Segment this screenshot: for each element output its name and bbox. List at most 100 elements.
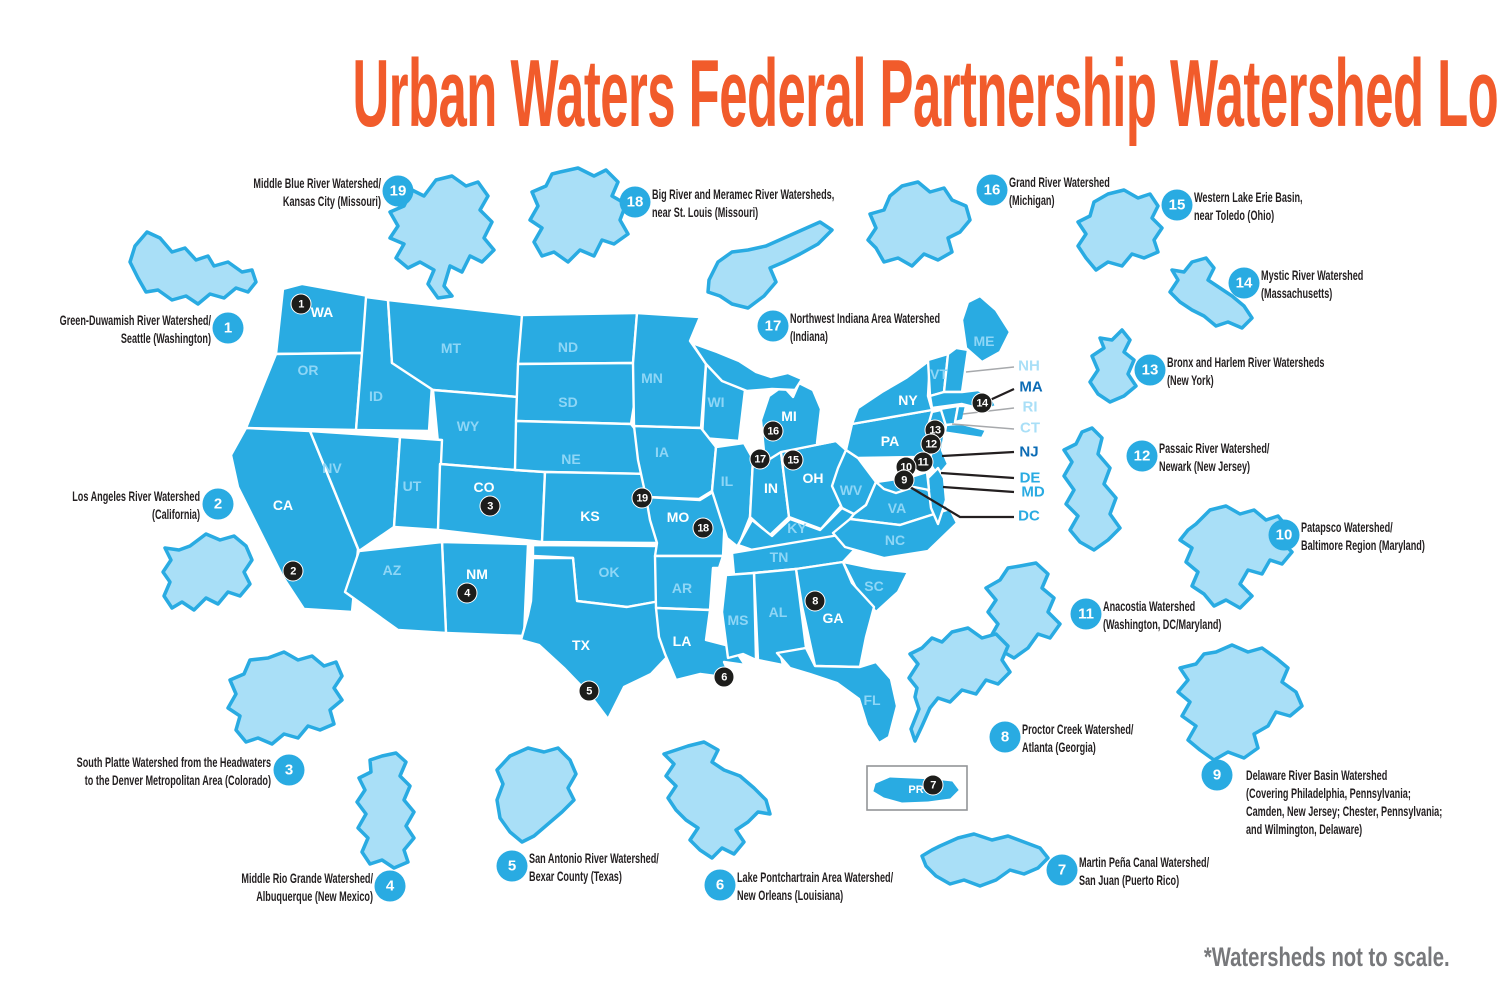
callout-17-label: Northwest Indiana Area Watershed (Indian… — [790, 310, 941, 344]
state-label-tn: TN — [769, 549, 789, 565]
callout-3-circle: 3 — [273, 754, 305, 786]
callout-15-label: Western Lake Erie Basin, near Toledo (Oh… — [1194, 189, 1303, 223]
watershed-shape-12 — [1062, 426, 1122, 552]
watershed-shape-14 — [1168, 256, 1254, 330]
state-az — [343, 540, 448, 635]
state-label-in: IN — [764, 480, 778, 496]
state-label-il: IL — [720, 473, 734, 489]
callout-13-label: Bronx and Harlem River Watersheds (New Y… — [1167, 354, 1325, 388]
map-marker-1: 1 — [290, 293, 312, 315]
map-marker-7: 7 — [922, 774, 944, 796]
state-label-wi: WI — [707, 394, 725, 410]
outside-label-nh: NH — [1018, 357, 1040, 375]
state-label-mi: MI — [781, 408, 797, 424]
callout-10-label: Patapsco Watershed/ Baltimore Region (Ma… — [1301, 519, 1425, 553]
state-label-ms: MS — [727, 612, 749, 628]
callout-12-circle: 12 — [1126, 440, 1158, 472]
callout-5-label: San Antonio River Watershed/ Bexar Count… — [529, 850, 659, 884]
outside-label-ri: RI — [1022, 398, 1038, 416]
outside-label-de: DE — [1019, 469, 1041, 487]
callout-19-circle: 19 — [382, 175, 414, 207]
state-label-ia: IA — [655, 444, 669, 460]
us-states — [229, 282, 1012, 745]
state-me — [960, 294, 1012, 364]
callout-3-label: South Platte Watershed from the Headwate… — [76, 754, 271, 788]
state-label-ar: AR — [671, 580, 693, 596]
callout-1-label: Green-Duwamish River Watershed/ Seattle … — [59, 312, 211, 346]
callout-6-circle: 6 — [704, 869, 736, 901]
state-label-nm: NM — [466, 566, 488, 582]
watershed-shape-19 — [388, 174, 496, 300]
state-ga — [794, 560, 876, 669]
state-label-mo: MO — [666, 509, 690, 525]
map-marker-3: 3 — [479, 495, 501, 517]
map-marker-17: 17 — [749, 448, 771, 470]
state-label-ok: OK — [598, 564, 620, 580]
map-marker-6: 6 — [713, 666, 735, 688]
state-nc — [831, 507, 959, 560]
state-label-tx: TX — [572, 637, 590, 653]
state-label-wa: WA — [310, 304, 334, 320]
state-ms — [720, 571, 758, 662]
state-label-la: LA — [672, 633, 692, 649]
state-label-al: AL — [768, 604, 788, 620]
callout-4-circle: 4 — [374, 870, 406, 902]
map-marker-15: 15 — [782, 449, 804, 471]
state-ne — [513, 419, 655, 476]
watershed-shape-1 — [128, 230, 258, 306]
state-label-sc: SC — [864, 578, 884, 594]
callout-9-label: Delaware River Basin Watershed (Covering… — [1246, 767, 1443, 837]
callout-16-label: Grand River Watershed (Michigan) — [1009, 174, 1110, 208]
callout-2-label: Los Angeles River Watershed (California) — [72, 488, 200, 522]
watershed-shape-6 — [662, 740, 772, 860]
watershed-shape-13 — [1088, 328, 1138, 404]
callout-15-circle: 15 — [1161, 189, 1193, 221]
map-marker-9: 9 — [893, 469, 915, 491]
callout-5-circle: 5 — [496, 850, 528, 882]
state-nm — [440, 540, 530, 638]
map-marker-16: 16 — [762, 420, 784, 442]
state-fl — [775, 646, 899, 745]
watershed-shape-17 — [706, 220, 834, 310]
watershed-shape-5 — [495, 746, 578, 844]
map-marker-2: 2 — [282, 560, 304, 582]
state-label-co: CO — [473, 479, 495, 495]
state-label-oh: OH — [802, 470, 824, 486]
state-label-ca: CA — [272, 497, 294, 513]
callout-7-circle: 7 — [1046, 854, 1078, 886]
state-label-or: OR — [297, 362, 319, 378]
watershed-shape-3 — [226, 650, 344, 746]
watershed-shape-18 — [528, 166, 630, 264]
watershed-shape-10 — [1178, 504, 1294, 610]
watershed-shape-16 — [866, 180, 972, 268]
state-label-wy: WY — [456, 418, 480, 434]
state-label-ne: NE — [561, 451, 581, 467]
callout-9-circle: 9 — [1201, 759, 1233, 791]
state-label-ut: UT — [402, 478, 422, 494]
state-ri — [953, 404, 968, 424]
state-label-pa: PA — [880, 433, 900, 449]
state-label-id: ID — [369, 388, 383, 404]
callout-8-label: Proctor Creek Watershed/ Atlanta (Georgi… — [1022, 721, 1134, 755]
state-label-wv: WV — [839, 482, 863, 498]
callout-10-circle: 10 — [1268, 519, 1300, 551]
callout-4-label: Middle Rio Grande Watershed/ Albuquerque… — [241, 870, 373, 904]
map-marker-18: 18 — [692, 517, 714, 539]
state-label-mt: MT — [440, 340, 462, 356]
callout-19-label: Middle Blue River Watershed/ Kansas City… — [253, 175, 381, 209]
state-label-nc: NC — [884, 532, 906, 548]
state-label-ny: NY — [898, 392, 918, 408]
callout-17-circle: 17 — [757, 310, 789, 342]
callout-14-label: Mystic River Watershed (Massachusetts) — [1261, 267, 1364, 301]
watershed-shapes — [128, 166, 1304, 888]
map-marker-19: 19 — [631, 487, 653, 509]
state-nh — [942, 346, 970, 394]
state-label-mn: MN — [641, 370, 663, 386]
state-label-me: ME — [973, 333, 995, 349]
callout-7-label: Martin Peña Canal Watershed/ San Juan (P… — [1079, 854, 1210, 888]
state-label-sd: SD — [558, 394, 578, 410]
state-mi-upper — [690, 341, 804, 393]
footnote: *Watersheds not to scale. — [1204, 942, 1450, 972]
